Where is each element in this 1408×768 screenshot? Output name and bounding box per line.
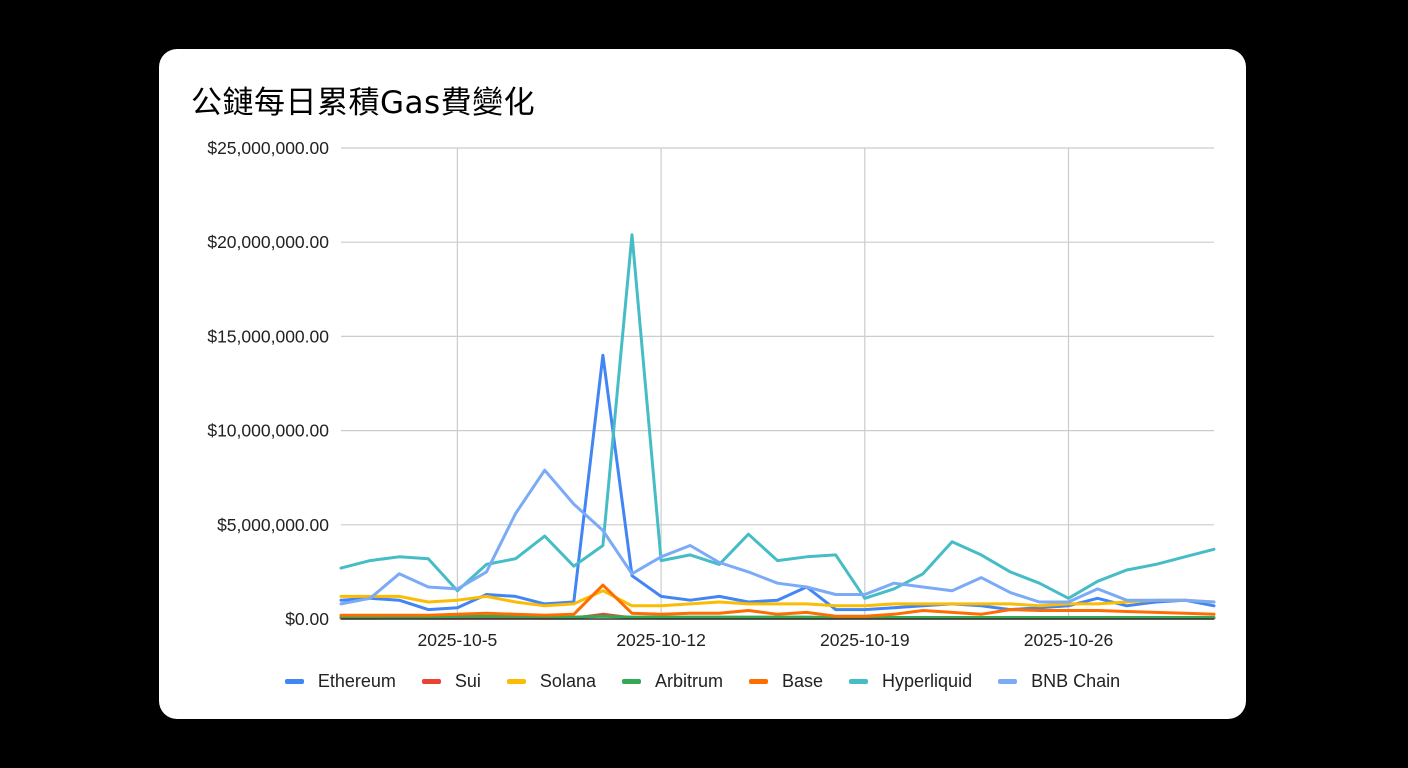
series-line-bnb-chain bbox=[339, 468, 1216, 606]
legend-label: BNB Chain bbox=[1031, 670, 1121, 691]
legend-item[interactable]: Ethereum bbox=[284, 670, 396, 692]
legend-swatch bbox=[506, 678, 526, 684]
line-chart: $0.00 $5,000,000.00 $10,000,000.00 $15,000,… bbox=[207, 138, 1216, 650]
legend: Ethereum Sui Solana Arbitrum Base Hyperliquid… bbox=[159, 669, 1246, 693]
legend-label: Arbitrum bbox=[654, 670, 723, 691]
legend-swatch bbox=[284, 678, 304, 684]
chart-card: 公鏈每日累積Gas費變化 $0.00 $5,000,000.00 $10,000,0… bbox=[159, 49, 1246, 719]
y-axis-labels: $0.00 $5,000,000.00 $10,000,000.00 $15,000,… bbox=[207, 138, 329, 629]
legend-label: Base bbox=[782, 670, 824, 691]
legend-item[interactable]: Hyperliquid bbox=[849, 671, 972, 692]
legend-item[interactable]: Base bbox=[749, 671, 823, 692]
x-axis-labels: 2025-10-5 2025-10-12 2025-10-19 2025-10-26 bbox=[418, 630, 1114, 650]
series-line-ethereum bbox=[339, 353, 1216, 612]
series-lines bbox=[339, 233, 1216, 620]
series-line-arbitrum bbox=[339, 614, 1216, 619]
y-tick-label: $10,000,000.00 bbox=[207, 421, 329, 441]
grid bbox=[341, 147, 1214, 619]
legend-label: Sui bbox=[454, 670, 481, 691]
y-tick-label: $0.00 bbox=[285, 609, 329, 629]
legend-swatch bbox=[749, 678, 768, 684]
legend-label: Solana bbox=[539, 670, 596, 691]
legend-swatch bbox=[421, 678, 441, 684]
series-line-hyperliquid bbox=[339, 233, 1216, 600]
chart-title: 公鏈每日累積Gas費變化 bbox=[191, 85, 536, 121]
legend-item[interactable]: Arbitrum bbox=[621, 670, 723, 692]
x-tick-label: 2025-10-12 bbox=[616, 630, 706, 650]
series-line-base bbox=[339, 583, 1216, 618]
legend-item[interactable]: BNB Chain bbox=[998, 671, 1120, 692]
x-tick-label: 2025-10-26 bbox=[1024, 630, 1114, 650]
legend-swatch bbox=[849, 678, 869, 684]
legend-swatch bbox=[621, 678, 641, 684]
series-line-solana bbox=[339, 589, 1216, 608]
legend-label: Hyperliquid bbox=[882, 670, 973, 691]
x-tick-label: 2025-10-19 bbox=[820, 630, 910, 650]
legend-item[interactable]: Solana bbox=[506, 670, 596, 692]
legend-swatch bbox=[998, 678, 1018, 684]
y-tick-label: $20,000,000.00 bbox=[207, 232, 329, 252]
y-tick-label: $15,000,000.00 bbox=[207, 326, 329, 346]
x-tick-label: 2025-10-5 bbox=[418, 630, 498, 650]
legend-label: Ethereum bbox=[317, 670, 396, 691]
legend-item[interactable]: Sui bbox=[421, 670, 481, 692]
y-tick-label: $25,000,000.00 bbox=[207, 138, 329, 158]
y-tick-label: $5,000,000.00 bbox=[217, 515, 329, 535]
